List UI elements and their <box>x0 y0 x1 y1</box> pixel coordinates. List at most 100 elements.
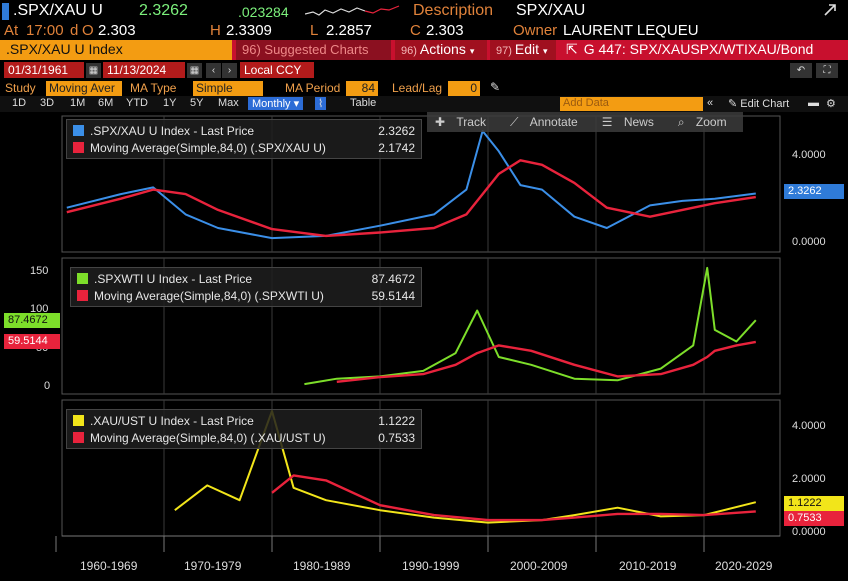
actions-menu[interactable]: 96) Actions ▾ <box>395 40 487 60</box>
next-period-icon[interactable]: › <box>222 63 237 78</box>
news-button[interactable]: ☰ News <box>594 115 670 129</box>
x-axis-label: 1990-1999 <box>402 559 460 573</box>
x-axis-label: 1960-1969 <box>80 559 138 573</box>
p2-last-price-tag: 87.4672 <box>4 313 60 328</box>
p2-tick-label: 150 <box>30 265 49 277</box>
gear-icon[interactable]: ⚙ <box>826 98 836 110</box>
low-value: 2.2857 <box>326 22 372 39</box>
series-line <box>271 474 756 522</box>
annotate-button[interactable]: ⟋ Annotate <box>502 115 594 130</box>
open-value: 2.303 <box>98 22 136 39</box>
series-line <box>66 159 756 238</box>
legend-entry[interactable]: Moving Average(Simple,84,0) (.SPXWTI U) 5… <box>77 287 415 304</box>
study-select[interactable]: Moving Aver <box>46 81 122 96</box>
legend-series-name: .XAU/UST U Index - Last Price <box>90 413 254 428</box>
legend-series-name: .SPXWTI U Index - Last Price <box>94 271 253 286</box>
graph-id-field[interactable]: ⇱ G 447: SPX/XAUSPX/WTIXAU/Bond <box>560 40 848 60</box>
x-axis-label: 2020-2029 <box>715 559 773 573</box>
p2-tick-label: 100 <box>30 303 49 315</box>
p3-last-price-tag: 1.1222 <box>784 496 844 511</box>
security-index-field[interactable]: .SPX/XAU U Index <box>0 40 232 60</box>
legend-entry[interactable]: .XAU/UST U Index - Last Price 1.1222 <box>73 412 415 429</box>
ohlc-row: At 17:00 d O 2.303 H 2.3309 L 2.2857 C 2… <box>0 22 848 40</box>
range-max-button[interactable]: Max <box>218 97 239 109</box>
owner-value: LAURENT LEQUEU <box>563 22 699 39</box>
legend-swatch <box>73 142 84 153</box>
range-1y-button[interactable]: 1Y <box>163 97 177 109</box>
legend-entry[interactable]: .SPXWTI U Index - Last Price 87.4672 <box>77 270 415 287</box>
news-label: News <box>623 115 654 129</box>
description-label: Description <box>413 2 494 19</box>
lead-lag-label: Lead/Lag <box>392 81 443 95</box>
calendar-icon[interactable]: ▦ <box>86 63 101 78</box>
prev-period-icon[interactable]: ‹ <box>206 63 221 78</box>
table-button[interactable]: Table <box>350 97 377 109</box>
suggested-charts-button[interactable]: 96) Suggested Charts <box>236 40 391 60</box>
ma-period-label: MA Period <box>285 81 341 95</box>
description-value: SPX/XAU <box>516 2 586 19</box>
chart-area[interactable]: ✚ Track ⟋ Annotate ☰ News ⌕ Zoom .SPX/XA… <box>0 112 848 581</box>
collapse-icon[interactable]: « <box>707 97 714 109</box>
edit-chart-label: Edit Chart <box>740 98 790 110</box>
range-1d-button[interactable]: 1D <box>12 97 27 109</box>
panel1-legend: .SPX/XAU U Index - Last Price 2.3262 Movi… <box>66 119 422 159</box>
range-6m-button[interactable]: 6M <box>98 97 114 109</box>
chart-tools-bar: ✚ Track ⟋ Annotate ☰ News ⌕ Zoom <box>427 112 743 132</box>
legend-swatch <box>73 125 84 136</box>
edit-chart-button[interactable]: ✎ Edit Chart <box>728 98 790 110</box>
pencil-icon[interactable]: ✎ <box>490 80 501 94</box>
study-label: Study <box>5 81 36 95</box>
ma-type-select[interactable]: Simple <box>193 81 263 96</box>
high-label: H <box>210 22 221 39</box>
panel3-legend: .XAU/UST U Index - Last Price 1.1222 Movi… <box>66 409 422 449</box>
p3-tick-label: 0.0000 <box>792 526 826 538</box>
edit-menu[interactable]: 97) Edit ▾ <box>490 40 556 60</box>
legend-entry[interactable]: Moving Average(Simple,84,0) (.SPX/XAU U)… <box>73 139 415 156</box>
reset-icon[interactable]: ⛶ <box>816 63 838 78</box>
panel2-legend: .SPXWTI U Index - Last Price 87.4672 Movi… <box>70 267 422 307</box>
start-date-field[interactable]: 01/31/1961 <box>4 62 84 78</box>
legend-entry[interactable]: Moving Average(Simple,84,0) (.XAU/UST U)… <box>73 429 415 446</box>
add-data-field[interactable]: Add Data <box>560 97 703 111</box>
last-price: 2.3262 <box>139 2 188 19</box>
chart-canvas[interactable] <box>0 112 848 581</box>
timescale-row: 1D 3D 1M 6M YTD 1Y 5Y Max Monthly ▾ ⌇ Ta… <box>0 96 848 112</box>
minus-icon[interactable]: ▬ <box>808 97 819 109</box>
legend-series-value: 2.3262 <box>378 123 415 138</box>
chart-type-icon[interactable]: ⌇ <box>315 97 327 110</box>
price-change: .023284 <box>238 4 289 20</box>
p2-ma-tag: 59.5144 <box>4 334 60 349</box>
range-ytd-button[interactable]: YTD <box>126 97 148 109</box>
undo-icon[interactable]: ↶ <box>790 63 812 78</box>
p3-ma-tag: 0.7533 <box>784 511 844 526</box>
ma-type-label: MA Type <box>130 81 177 95</box>
range-3d-button[interactable]: 3D <box>40 97 55 109</box>
d-label: d <box>70 22 79 39</box>
sparkline-icon <box>305 5 400 16</box>
legend-series-value: 59.5144 <box>371 288 415 303</box>
export-icon: ⇱ <box>566 41 578 57</box>
range-5y-button[interactable]: 5Y <box>190 97 204 109</box>
frequency-select[interactable]: Monthly ▾ <box>248 97 304 110</box>
range-1m-button[interactable]: 1M <box>70 97 86 109</box>
legend-series-name: Moving Average(Simple,84,0) (.SPX/XAU U) <box>90 140 326 155</box>
lead-lag-field[interactable]: 0 <box>448 81 480 96</box>
legend-swatch <box>73 432 84 443</box>
open-label: O <box>82 22 94 39</box>
legend-entry[interactable]: .SPX/XAU U Index - Last Price 2.3262 <box>73 122 415 139</box>
zoom-button[interactable]: ⌕ Zoom <box>670 115 743 130</box>
ticker-name[interactable]: .SPX/XAU U <box>13 2 103 19</box>
calendar-icon[interactable]: ▦ <box>187 63 202 78</box>
p3-tick-label: 4.0000 <box>792 420 826 432</box>
track-button[interactable]: ✚ Track <box>427 115 502 129</box>
currency-select[interactable]: Local CCY <box>240 62 314 78</box>
ma-period-field[interactable]: 84 <box>346 81 378 96</box>
edit-label: Edit <box>514 41 540 57</box>
end-date-field[interactable]: 11/13/2024 <box>103 62 185 78</box>
legend-series-name: Moving Average(Simple,84,0) (.XAU/UST U) <box>90 430 326 445</box>
expand-icon[interactable] <box>822 2 838 18</box>
legend-swatch <box>77 290 88 301</box>
date-range-row: 01/31/1961 ▦ 11/13/2024 ▦ ‹ › Local CCY … <box>0 62 848 80</box>
dropdown-arrow-icon: ▾ <box>293 98 300 110</box>
series-line <box>336 340 757 383</box>
